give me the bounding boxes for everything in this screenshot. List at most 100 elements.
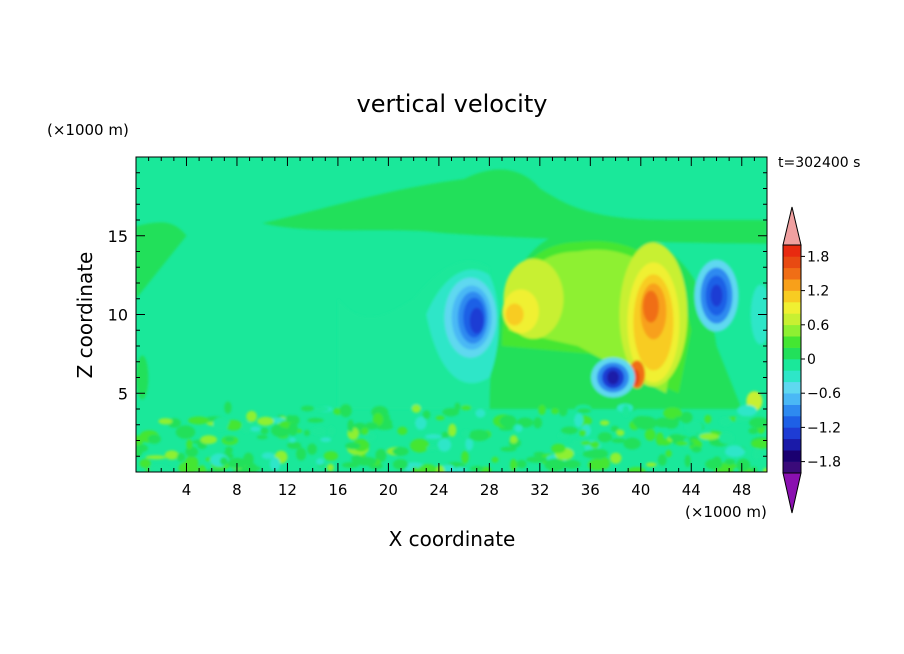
boundary-layer-cell [411, 404, 421, 413]
boundary-layer-cell [468, 429, 490, 442]
boundary-layer-cell [178, 461, 199, 472]
boundary-layer-cell [241, 465, 262, 472]
boundary-layer-cell [410, 438, 430, 453]
x-tick-label: 48 [732, 481, 751, 499]
boundary-layer-cell [684, 454, 691, 468]
boundary-layer-cell [499, 415, 517, 428]
boundary-layer-cell [185, 446, 199, 458]
boundary-layer-cell [342, 462, 360, 468]
colorbar-segment [783, 381, 801, 394]
boundary-layer-cell [345, 442, 361, 450]
field-contour-region [505, 303, 524, 326]
x-tick-label: 28 [480, 481, 499, 499]
boundary-layer-cell [526, 456, 548, 463]
boundary-layer-cell [148, 465, 171, 472]
boundary-layer-cell [558, 404, 568, 417]
y-tick-label: 10 [108, 306, 128, 325]
boundary-layer-cell [307, 417, 324, 423]
boundary-layer-cell [616, 429, 625, 437]
field-contour-region [607, 370, 620, 385]
field-contour-region [469, 307, 484, 334]
boundary-layer-cell [365, 432, 377, 442]
boundary-layer-cell [301, 405, 315, 412]
boundary-layer-cell [634, 418, 642, 429]
boundary-layer-cell [654, 417, 672, 428]
boundary-layer-cell [509, 435, 518, 444]
boundary-layer-cell [718, 432, 735, 444]
boundary-layer-cell [753, 448, 761, 461]
boundary-layer-cell [392, 446, 409, 456]
boundary-layer-cell [372, 412, 384, 427]
boundary-layer-cell [544, 458, 566, 472]
boundary-layer-cell [347, 419, 354, 433]
boundary-layer-cell [257, 416, 274, 426]
boundary-layer-cell [448, 423, 457, 437]
x-tick-label: 12 [278, 481, 297, 499]
colorbar-segment [783, 267, 801, 280]
boundary-layer-cell [442, 407, 460, 417]
boundary-layer-cell [574, 413, 584, 428]
boundary-layer-cell [158, 418, 173, 425]
boundary-layer-cell [224, 446, 233, 454]
colorbar-tick-label: −1.8 [807, 455, 841, 471]
boundary-layer-cell [316, 458, 325, 466]
boundary-layer-cell [303, 429, 310, 437]
boundary-layer-cell [243, 452, 254, 467]
boundary-layer-cell [475, 409, 486, 418]
boundary-layer-cell [691, 445, 702, 453]
boundary-layer-cell [441, 431, 450, 439]
boundary-layer-cell [599, 420, 610, 426]
boundary-layer-cell [627, 466, 646, 472]
boundary-layer-cell [590, 441, 600, 449]
boundary-layer-cell [435, 415, 445, 421]
boundary-layer-cell [551, 408, 559, 415]
boundary-layer-cell [699, 433, 719, 440]
boundary-layer-cell [663, 407, 683, 420]
boundary-layer-cell [579, 429, 587, 437]
boundary-layer-cell [339, 403, 352, 418]
boundary-layer-cell [288, 422, 298, 436]
colorbar-tick-label: 0.6 [807, 318, 829, 334]
boundary-layer-cell [611, 438, 626, 443]
boundary-layer-cell [514, 424, 523, 433]
x-axis-ticks: 4 8 12 16 20 24 28 32 36 40 44 48 [148, 157, 755, 499]
boundary-layer-cell [200, 435, 218, 445]
boundary-layer-cell [622, 405, 630, 418]
colorbar-segment [783, 450, 801, 462]
boundary-layer-cell [295, 447, 307, 461]
colorbar-extend-low [782, 472, 802, 514]
boundary-layer-cell [176, 452, 186, 462]
y-tick-label: 5 [118, 384, 128, 403]
boundary-layer-cell [365, 422, 378, 430]
boundary-layer-cell [435, 465, 445, 472]
boundary-layer-cell [674, 416, 683, 421]
boundary-layer-cell [460, 405, 472, 411]
boundary-layer-cell [665, 449, 672, 458]
colorbar-extend-high [782, 206, 802, 246]
boundary-layer-cell [224, 401, 232, 414]
boundary-layer-cell [751, 438, 767, 449]
boundary-layer-cell [580, 441, 592, 446]
x-tick-label: 20 [379, 481, 398, 499]
x-tick-label: 44 [682, 481, 701, 499]
x-tick-label: 4 [182, 481, 192, 499]
y-tick-label: 15 [108, 227, 128, 246]
colorbar-segment [783, 256, 801, 269]
boundary-layer-cell [762, 467, 767, 472]
boundary-layer-cell [260, 427, 269, 435]
boundary-layer-cell [461, 429, 470, 438]
boundary-layer-cell [327, 426, 335, 437]
boundary-layer-cell [676, 441, 689, 446]
boundary-layer-cell [719, 416, 732, 427]
boundary-layer-cell [657, 454, 667, 466]
colorbar-tick-label: 1.8 [807, 249, 829, 265]
time-label: t=302400 s [778, 155, 860, 171]
boundary-layer-cell [748, 427, 759, 435]
boundary-layer-cell [250, 426, 261, 432]
boundary-layer-cell [557, 432, 568, 440]
colorbar-segment [783, 279, 801, 291]
boundary-layer-cell [737, 404, 757, 417]
boundary-layer-cell [516, 417, 534, 428]
boundary-layer-cell [375, 448, 387, 463]
boundary-layer-cell [577, 408, 591, 414]
